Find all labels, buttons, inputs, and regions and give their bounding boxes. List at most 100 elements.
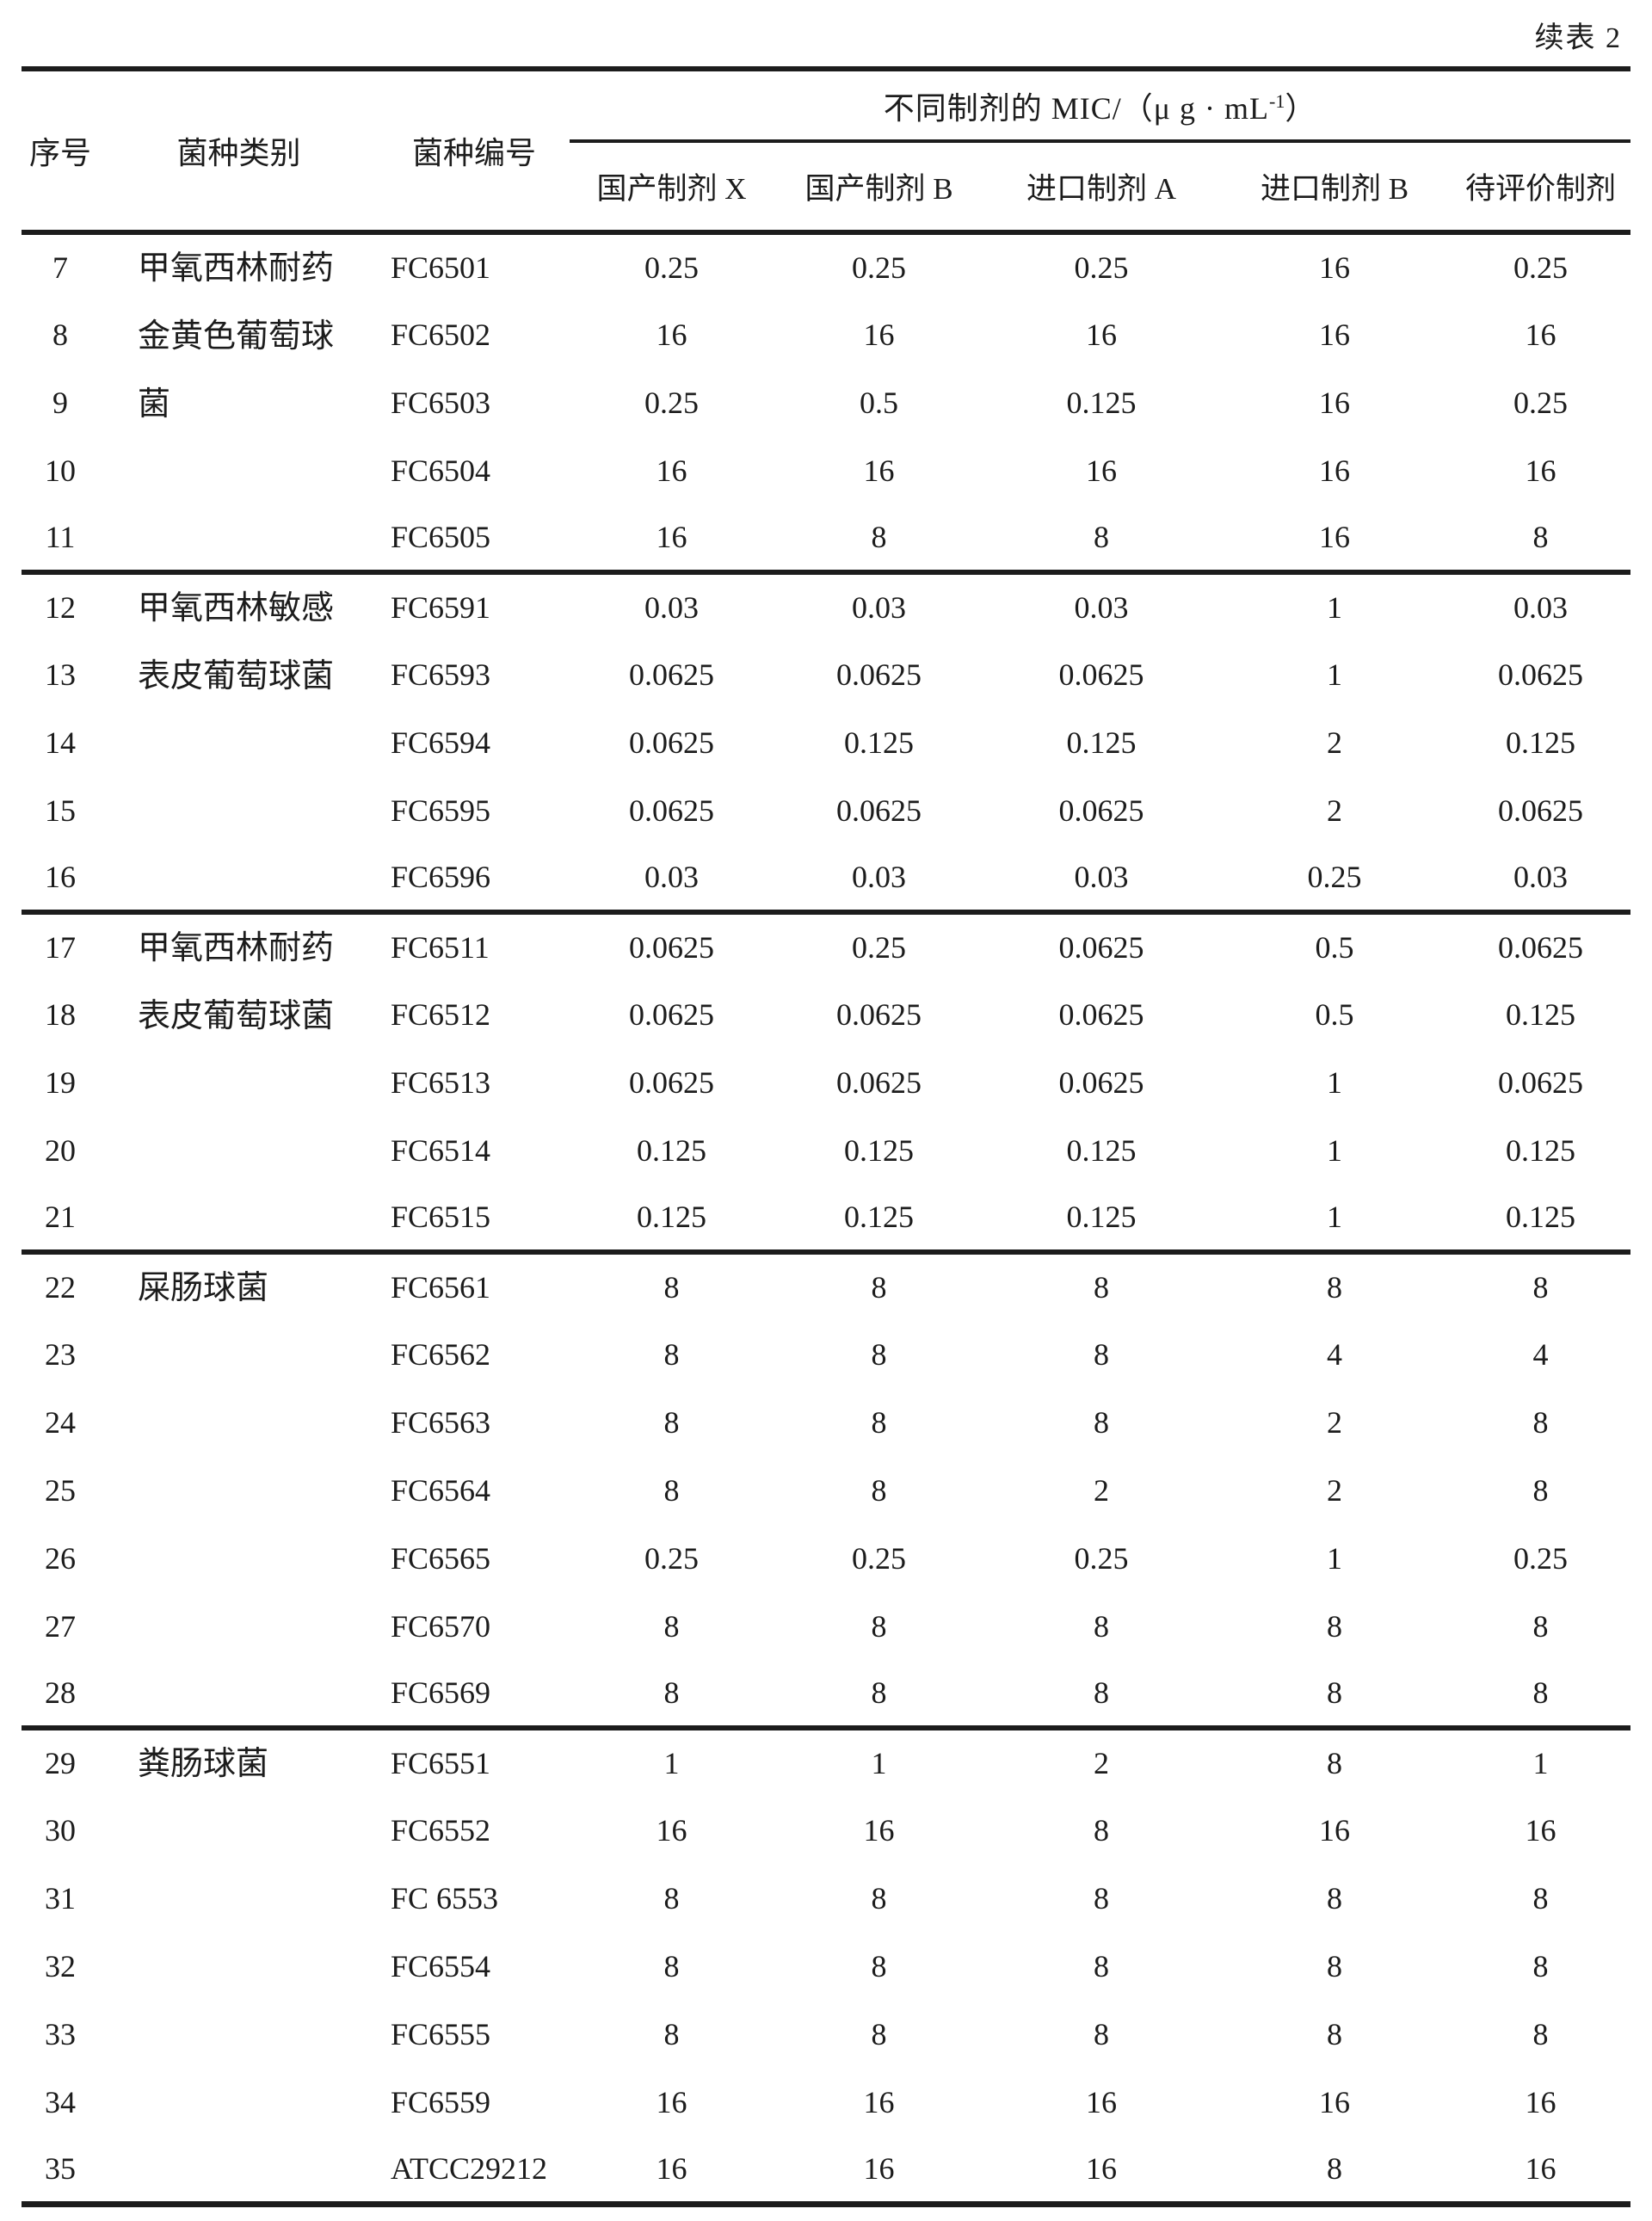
mic-value-cell: 0.0625 xyxy=(1058,793,1144,828)
strain-cell: FC6563 xyxy=(391,1404,491,1440)
mic-value-cell: 16 xyxy=(1086,2150,1117,2186)
mic-value-cell: 8 xyxy=(663,1608,680,1644)
table-row: 25 FC6564 8 8 2 2 8 xyxy=(22,1456,1630,1524)
mic-value-cell: 16 xyxy=(1525,317,1556,352)
mic-value-cell: 0.125 xyxy=(844,725,914,760)
mic-value-cell: 8 xyxy=(1327,1948,1342,1983)
mic-value-cell: 1 xyxy=(1327,1064,1342,1100)
mic-value-cell: 2 xyxy=(1327,1472,1342,1508)
mic-value-cell: 0.0625 xyxy=(629,1064,714,1100)
mic-value-cell: 0.03 xyxy=(570,570,774,640)
row-index-cell: 12 xyxy=(22,570,99,640)
mic-value-cell: 16 xyxy=(1319,1812,1350,1848)
header-row-group: 序号 菌种类别 菌种编号 不同制剂的 MIC/（μ g · mL-1） xyxy=(22,69,1631,235)
strain-cell: FC6594 xyxy=(391,725,491,760)
mic-value-cell: 0.125 xyxy=(637,1200,706,1234)
mic-value-cell: 0.125 xyxy=(1506,996,1576,1032)
table-row: 33 FC6555 8 8 8 8 8 xyxy=(22,2000,1630,2068)
mic-value-cell: 16 xyxy=(1319,250,1350,285)
mic-value-cell: 0.0625 xyxy=(836,657,922,692)
col-header-no: 序号 xyxy=(22,69,99,235)
strain-cell: FC6511 xyxy=(379,910,570,980)
mic-group-prefix: 不同制剂的 MIC/（μ g · mL xyxy=(883,90,1269,126)
mic-value-cell: 0.125 xyxy=(844,1200,914,1234)
mic-value-cell: 8 xyxy=(1327,1880,1342,1916)
strain-cell: FC6551 xyxy=(379,1725,570,1796)
mic-value-cell: 0.25 xyxy=(1074,250,1129,285)
mic-value-cell: 0.03 xyxy=(984,570,1218,640)
row-index-cell: 24 xyxy=(45,1404,76,1440)
mic-value-cell: 8 xyxy=(1094,1336,1109,1372)
strain-cell: FC 6553 xyxy=(391,1880,499,1916)
mic-value-cell: 0.03 xyxy=(1074,860,1129,894)
mic-value-cell: 2 xyxy=(1327,725,1342,760)
mic-value-cell: 16 xyxy=(1086,2084,1117,2119)
mic-value-cell: 0.5 xyxy=(1315,996,1354,1032)
mic-value-cell: 0.25 xyxy=(644,385,699,420)
strain-cell: FC6593 xyxy=(391,657,491,692)
mic-value-cell: 8 xyxy=(1094,1948,1109,1983)
mic-value-cell: 0.0625 xyxy=(1498,657,1584,692)
mic-value-cell: 16 xyxy=(1319,2084,1350,2119)
row-index-cell: 19 xyxy=(45,1064,76,1100)
row-index-cell: 25 xyxy=(45,1472,76,1508)
table-row: 13 FC6593 0.0625 0.0625 0.0625 1 0.0625 xyxy=(22,640,1630,708)
table-row: 21 FC6515 0.125 0.125 0.125 1 0.125 xyxy=(22,1184,1630,1252)
row-index-cell: 15 xyxy=(45,793,76,828)
mic-value-cell: 8 xyxy=(1532,1948,1549,1983)
mic-value-cell: 16 xyxy=(656,317,687,352)
mic-value-cell: 1 xyxy=(1327,1200,1342,1234)
row-index-cell: 29 xyxy=(22,1725,99,1796)
mic-value-cell: 0.25 xyxy=(1074,1540,1129,1576)
row-index-cell: 13 xyxy=(45,657,76,692)
mic-value-cell: 0.0625 xyxy=(570,910,774,980)
mic-value-cell: 16 xyxy=(1086,317,1117,352)
mic-value-cell: 1 xyxy=(1327,1540,1342,1576)
mic-value-cell: 16 xyxy=(656,2150,687,2186)
table-row: 31 FC 6553 8 8 8 8 8 xyxy=(22,1864,1630,1932)
mic-value-cell: 8 xyxy=(663,1675,680,1710)
mic-value-cell: 8 xyxy=(1094,1608,1109,1644)
table-row: 19 FC6513 0.0625 0.0625 0.0625 1 0.0625 xyxy=(22,1048,1630,1116)
strain-cell: FC6554 xyxy=(391,1948,491,1983)
table-header: 序号 菌种类别 菌种编号 不同制剂的 MIC/（μ g · mL-1） 国产制剂… xyxy=(22,69,1631,235)
row-index-cell: 10 xyxy=(45,453,76,488)
strain-cell: FC6591 xyxy=(379,570,570,640)
row-index-cell: 35 xyxy=(45,2150,76,2186)
table-row: 34 FC6559 16 16 16 16 16 xyxy=(22,2068,1630,2136)
mic-value-cell: 2 xyxy=(984,1725,1218,1796)
strain-cell: FC6515 xyxy=(391,1200,491,1234)
row-index-cell: 17 xyxy=(22,910,99,980)
header-row-subcolumns: 国产制剂 X 国产制剂 B 进口制剂 A 进口制剂 B 待评价制剂 xyxy=(22,141,1631,235)
col-header-domestic-b: 国产制剂 B xyxy=(774,141,984,235)
mic-value-cell: 8 xyxy=(1327,2016,1342,2051)
strain-cell: FC6596 xyxy=(391,860,491,894)
mic-value-cell: 8 xyxy=(871,2016,887,2051)
strain-cell: FC6513 xyxy=(391,1064,491,1100)
mic-value-cell: 8 xyxy=(1094,1675,1109,1710)
mic-value-cell: 0.0625 xyxy=(1058,657,1144,692)
strain-cell: FC6503 xyxy=(391,385,491,420)
row-index-cell: 20 xyxy=(45,1132,76,1168)
mic-value-cell: 0.0625 xyxy=(836,1064,922,1100)
mic-value-cell: 1 xyxy=(570,1725,774,1796)
mic-value-cell: 0.25 xyxy=(644,250,699,285)
mic-value-cell: 16 xyxy=(1319,317,1350,352)
mic-group-superscript: -1 xyxy=(1269,89,1285,112)
mic-value-cell: 4 xyxy=(1532,1336,1549,1372)
mic-value-cell: 8 xyxy=(774,1249,984,1320)
mic-value-cell: 8 xyxy=(1532,1472,1549,1508)
row-index-cell: 8 xyxy=(52,317,68,352)
mic-value-cell: 0.125 xyxy=(1506,1132,1576,1168)
mic-value-cell: 0.03 xyxy=(1513,860,1569,894)
mic-table: 序号 菌种类别 菌种编号 不同制剂的 MIC/（μ g · mL-1） 国产制剂… xyxy=(22,66,1631,2207)
table-row: 16 FC6596 0.03 0.03 0.03 0.25 0.03 xyxy=(22,844,1630,912)
mic-value-cell: 1 xyxy=(1327,657,1342,692)
table-row: 28 FC6569 8 8 8 8 8 xyxy=(22,1660,1630,1728)
mic-value-cell: 16 xyxy=(656,1812,687,1848)
mic-value-cell: 8 xyxy=(1094,2016,1109,2051)
row-index-cell: 34 xyxy=(45,2084,76,2119)
mic-value-cell: 8 xyxy=(663,1404,680,1440)
row-index-cell: 27 xyxy=(45,1608,76,1644)
